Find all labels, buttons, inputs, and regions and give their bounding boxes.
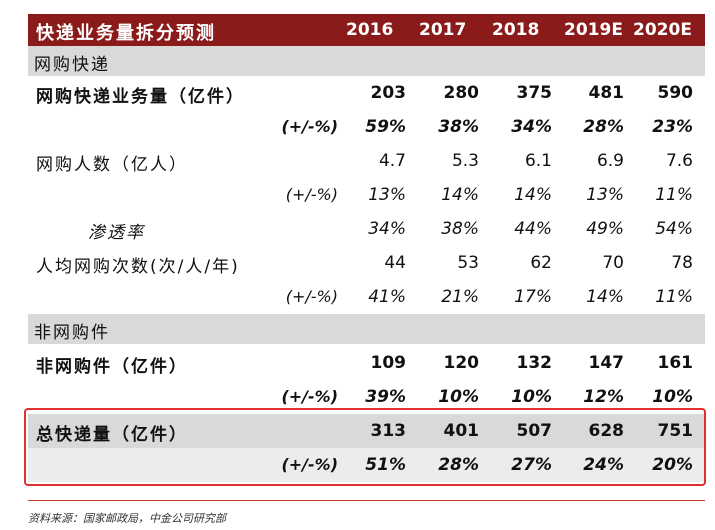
cell-value: 7.6 [665,151,693,171]
cell-value: 59% [365,117,406,137]
row-label: 网购人数（亿人） [36,155,188,175]
cell-value: 13% [586,185,624,205]
cell-value: 53 [457,253,479,273]
row-label: 总快递量（亿件） [36,425,188,445]
cell-value: 6.1 [524,151,552,171]
cell-value: 280 [443,83,480,103]
cell-value: 313 [370,421,407,441]
cell-value: 17% [514,287,552,307]
year-header-2020e: 2020E [633,20,692,40]
row-label: 网购快递业务量（亿件） [36,87,245,107]
section-online: 网购快递 [28,46,705,76]
table-row: 网购快递业务量（亿件） 203 280 375 481 590 [28,76,705,110]
year-header-2018: 2018 [492,20,540,40]
cell-value: 132 [516,353,553,373]
cell-value: 6.9 [596,151,624,171]
row-label: 人均网购次数(次/人/年) [36,257,240,277]
cell-value: 51% [365,455,406,475]
bottom-divider [28,500,705,501]
growth-label: (+/-%) [281,387,338,406]
cell-value: 27% [511,455,552,475]
cell-value: 20% [652,455,693,475]
cell-value: 10% [652,387,693,407]
table-row: 人均网购次数(次/人/年) 44 53 62 70 78 [28,246,705,280]
source-note: 资料来源：国家邮政局，中金公司研究部 [28,512,226,525]
table-row-total: 总快递量（亿件） 313 401 507 628 751 [28,414,705,448]
cell-value: 39% [365,387,406,407]
year-header-2019e: 2019E [564,20,623,40]
cell-value: 12% [583,387,624,407]
section-offline: 非网购件 [28,314,705,344]
growth-label: (+/-%) [285,185,338,204]
cell-value: 147 [588,353,625,373]
cell-value: 14% [586,287,624,307]
cell-value: 78 [671,253,693,273]
cell-value: 44 [384,253,406,273]
cell-value: 590 [657,83,694,103]
cell-value: 120 [443,353,480,373]
table-row: (+/-%) 41% 21% 17% 14% 11% [28,280,705,314]
row-label: 渗透率 [88,223,145,243]
cell-value: 41% [368,287,406,307]
cell-value: 70 [602,253,624,273]
cell-value: 38% [438,117,479,137]
cell-value: 62 [530,253,552,273]
cell-value: 481 [588,83,625,103]
section-offline-label: 非网购件 [34,323,110,343]
cell-value: 34% [511,117,552,137]
table-row: (+/-%) 39% 10% 10% 12% 10% [28,380,705,414]
table-title: 快递业务量拆分预测 [36,23,216,44]
cell-value: 203 [370,83,407,103]
cell-value: 10% [511,387,552,407]
cell-value: 44% [514,219,552,239]
growth-label: (+/-%) [281,455,338,474]
cell-value: 11% [655,287,693,307]
cell-value: 21% [441,287,479,307]
cell-value: 13% [368,185,406,205]
highlight-box [24,408,706,486]
cell-value: 161 [657,353,694,373]
cell-value: 10% [438,387,479,407]
cell-value: 14% [441,185,479,205]
cell-value: 11% [655,185,693,205]
cell-value: 375 [516,83,553,103]
year-header-2016: 2016 [346,20,394,40]
row-label: 非网购件（亿件） [36,357,188,377]
cell-value: 23% [652,117,693,137]
cell-value: 507 [516,421,553,441]
cell-value: 4.7 [378,151,406,171]
cell-value: 5.3 [451,151,479,171]
cell-value: 34% [368,219,406,239]
cell-value: 54% [655,219,693,239]
cell-value: 38% [441,219,479,239]
table-row: (+/-%) 59% 38% 34% 28% 23% [28,110,705,144]
cell-value: 24% [583,455,624,475]
table-header: 快递业务量拆分预测 2016 2017 2018 2019E 2020E [28,14,705,46]
cell-value: 401 [443,421,480,441]
table-row: 渗透率 34% 38% 44% 49% 54% [28,212,705,246]
table-row-total-growth: (+/-%) 51% 28% 27% 24% 20% [28,448,705,482]
cell-value: 628 [588,421,625,441]
year-header-2017: 2017 [419,20,467,40]
cell-value: 28% [438,455,479,475]
table-row: 网购人数（亿人） 4.7 5.3 6.1 6.9 7.6 [28,144,705,178]
table-row: 非网购件（亿件） 109 120 132 147 161 [28,346,705,380]
growth-label: (+/-%) [285,287,338,306]
section-online-label: 网购快递 [34,55,110,75]
cell-value: 28% [583,117,624,137]
growth-label: (+/-%) [281,117,338,136]
cell-value: 751 [657,421,694,441]
table-row: (+/-%) 13% 14% 14% 13% 11% [28,178,705,212]
cell-value: 49% [586,219,624,239]
cell-value: 14% [514,185,552,205]
cell-value: 109 [370,353,407,373]
